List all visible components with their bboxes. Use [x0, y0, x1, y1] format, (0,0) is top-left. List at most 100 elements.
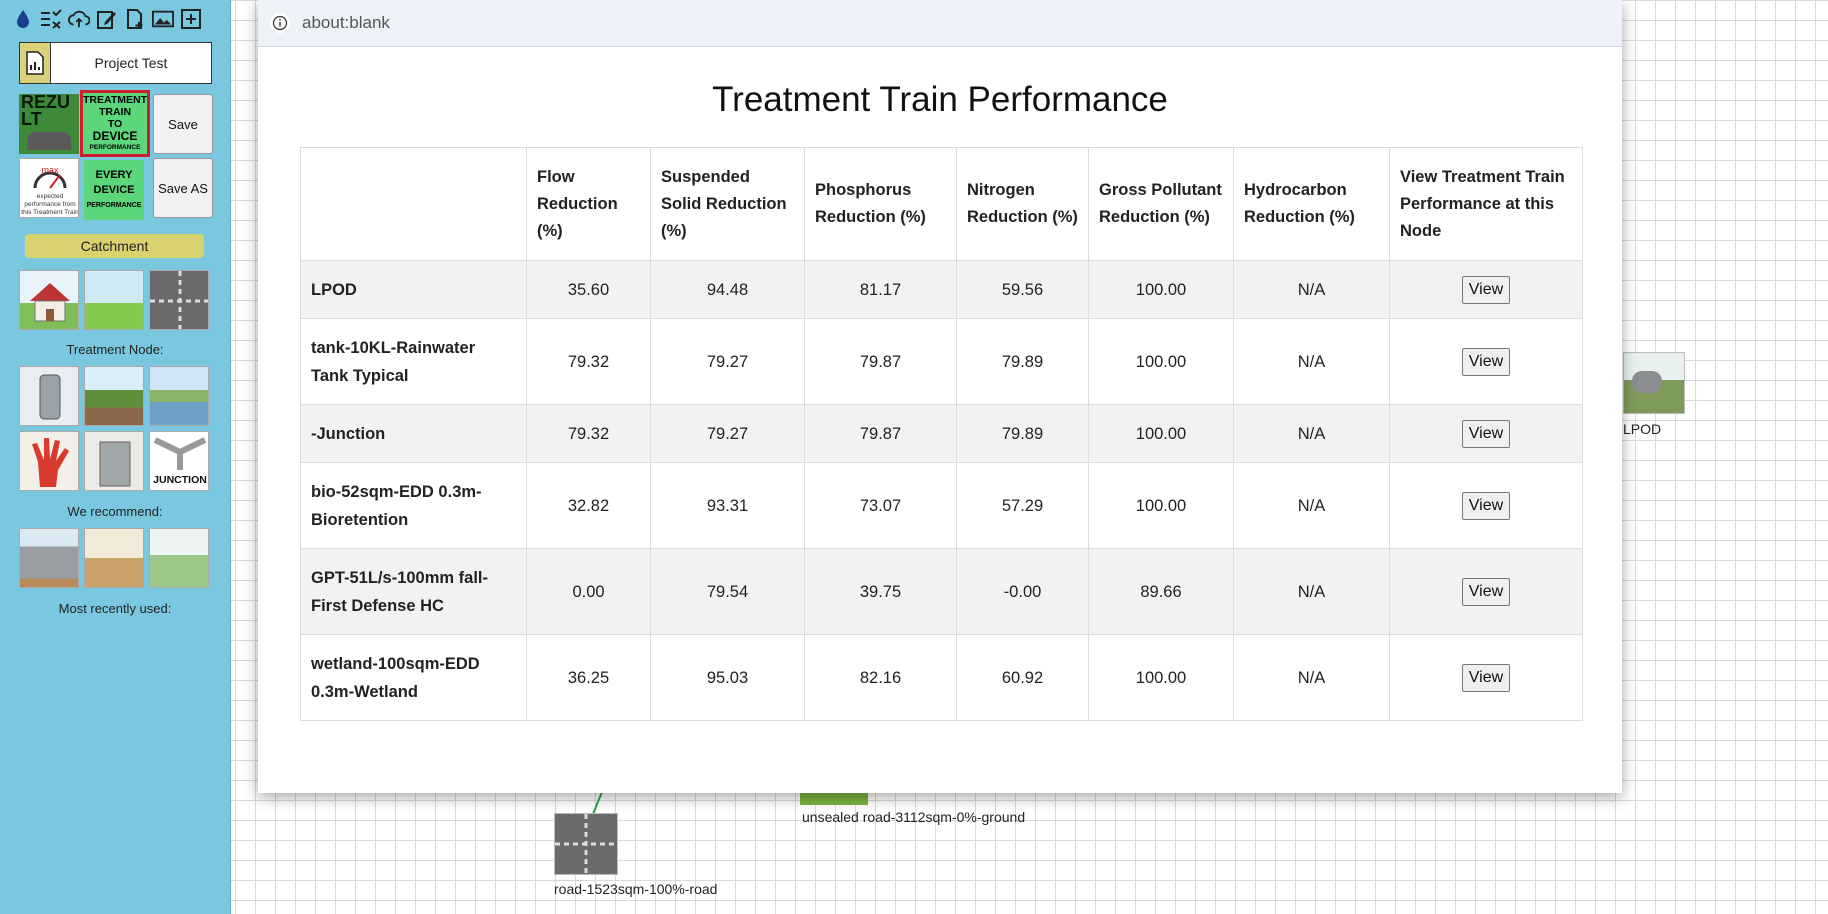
road-node-label: road-1523sqm-100%-road	[554, 881, 718, 897]
add-window-icon[interactable]	[180, 8, 202, 30]
recommended-swale-thumbnail[interactable]	[149, 528, 209, 588]
ss-reduction-cell: 93.31	[650, 462, 805, 549]
tile-line: DEVICE	[92, 128, 138, 143]
view-button[interactable]: View	[1461, 664, 1511, 692]
lpod-node-label: LPOD	[1623, 421, 1662, 437]
phos-reduction-cell: 73.07	[804, 462, 957, 549]
cloud-upload-icon[interactable]	[68, 8, 90, 30]
tile-line: PERFORMANCE	[89, 143, 141, 151]
every-device-performance-button[interactable]: EVERY DEVICE PERFORMANCE	[84, 160, 144, 220]
address-bar[interactable]: about:blank	[258, 0, 1622, 47]
road-thumbnail[interactable]	[149, 270, 209, 330]
junction-thumbnail[interactable]: JUNCTION	[149, 431, 209, 491]
recommended-filter-thumbnail[interactable]	[84, 528, 144, 588]
ss-reduction-cell: 79.27	[650, 318, 805, 405]
toolbar	[12, 8, 202, 30]
gross-reduction-cell: 100.00	[1088, 260, 1234, 319]
road-node[interactable]	[554, 813, 618, 875]
save-as-button[interactable]: Save AS	[153, 158, 213, 218]
catchment-button[interactable]: Catchment	[25, 234, 204, 258]
expected-performance-button[interactable]: max expected performance from this Treat…	[19, 158, 79, 218]
treatment-node-heading: Treatment Node:	[66, 342, 164, 357]
nit-reduction-cell: 60.92	[956, 634, 1089, 721]
bioretention-thumbnail[interactable]	[84, 366, 144, 426]
view-cell: View	[1389, 462, 1583, 549]
ss-reduction-cell: 95.03	[650, 634, 805, 721]
table-row: -Junction 79.32 79.27 79.87 79.89 100.00 N/A Vi…	[300, 404, 1583, 463]
report-icon[interactable]	[20, 43, 51, 83]
view-button[interactable]: View	[1461, 578, 1511, 606]
hydro-reduction-cell: N/A	[1233, 404, 1390, 463]
tile-line: TREATMENT	[83, 93, 147, 106]
hydro-reduction-cell: N/A	[1233, 462, 1390, 549]
performance-table: Flow Reduction (%) Suspended Solid Reduc…	[300, 147, 1583, 721]
drop-icon[interactable]	[12, 8, 34, 30]
node-name-cell: tank-10KL-Rainwater Tank Typical	[300, 318, 527, 405]
treatment-train-to-device-button[interactable]: TREATMENT TRAIN TO DEVICE PERFORMANCE	[80, 90, 150, 157]
wetland-thumbnail[interactable]	[149, 366, 209, 426]
save-label: Save	[168, 116, 198, 132]
phos-reduction-cell: 39.75	[804, 548, 957, 635]
grass-thumbnail[interactable]	[84, 270, 144, 330]
view-button[interactable]: View	[1461, 492, 1511, 520]
table-row: bio-52sqm-EDD 0.3m-Bioretention 32.82 93.3…	[300, 462, 1583, 549]
table-row: tank-10KL-Rainwater Tank Typical 79.32 79.…	[300, 318, 1583, 405]
nit-reduction-cell: 79.89	[956, 318, 1089, 405]
recommended-tank-thumbnail[interactable]	[19, 528, 79, 588]
phos-reduction-cell: 79.87	[804, 318, 957, 405]
lpod-node[interactable]	[1623, 352, 1685, 414]
gross-reduction-cell: 100.00	[1088, 404, 1234, 463]
tile-line: TRAIN	[98, 105, 132, 118]
view-cell: View	[1389, 404, 1583, 463]
gross-reduction-cell: 100.00	[1088, 462, 1234, 549]
junction-label: JUNCTION	[153, 474, 207, 486]
new-file-icon[interactable]	[124, 8, 146, 30]
unsealed-road-label: unsealed road-3112sqm-0%-ground	[802, 809, 1026, 825]
gross-reduction-cell: 100.00	[1088, 634, 1234, 721]
project-name[interactable]: Project Test	[94, 55, 168, 71]
column-header: Flow Reduction (%)	[526, 147, 651, 261]
table-header-row: Flow Reduction (%) Suspended Solid Reduc…	[300, 147, 1583, 261]
nit-reduction-cell: 59.56	[956, 260, 1089, 319]
page-title: Treatment Train Performance	[712, 80, 1168, 119]
connector-line	[592, 791, 603, 815]
node-name-cell: GPT-51L/s-100mm fall-First Defense HC	[300, 548, 527, 635]
table-row: GPT-51L/s-100mm fall-First Defense HC 0.0…	[300, 548, 1583, 635]
gpt-device-thumbnail[interactable]	[19, 366, 79, 426]
flow-reduction-cell: 79.32	[526, 404, 651, 463]
hand-thumbnail[interactable]	[19, 431, 79, 491]
view-button[interactable]: View	[1461, 420, 1511, 448]
nit-reduction-cell: 57.29	[956, 462, 1089, 549]
image-icon[interactable]	[152, 8, 174, 30]
save-button[interactable]: Save	[153, 94, 213, 154]
flow-reduction-cell: 35.60	[526, 260, 651, 319]
view-button[interactable]: View	[1461, 348, 1511, 376]
hydro-reduction-cell: N/A	[1233, 318, 1390, 405]
performance-popup: about:blank Treatment Train Performance …	[258, 0, 1622, 793]
column-header: View Treatment Train Performance at this…	[1389, 147, 1583, 261]
node-name-cell: bio-52sqm-EDD 0.3m-Bioretention	[300, 462, 527, 549]
column-header: Hydrocarbon Reduction (%)	[1233, 147, 1390, 261]
list-check-icon[interactable]	[40, 8, 62, 30]
rezult-button[interactable]: REZULT	[19, 94, 79, 154]
flow-reduction-cell: 0.00	[526, 548, 651, 635]
gross-reduction-cell: 89.66	[1088, 548, 1234, 635]
view-button[interactable]: View	[1461, 276, 1511, 304]
project-selector[interactable]: Project Test	[19, 42, 212, 84]
tile-line: PERFORMANCE	[86, 201, 142, 209]
tank-thumbnail[interactable]	[84, 431, 144, 491]
view-cell: View	[1389, 318, 1583, 405]
house-thumbnail[interactable]	[19, 270, 79, 330]
column-header	[300, 147, 527, 261]
hydro-reduction-cell: N/A	[1233, 634, 1390, 721]
recent-heading: Most recently used:	[58, 601, 172, 616]
edit-icon[interactable]	[96, 8, 118, 30]
tile-line: EVERY	[95, 168, 133, 181]
view-cell: View	[1389, 548, 1583, 635]
ss-reduction-cell: 79.27	[650, 404, 805, 463]
node-name-cell: wetland-100sqm-EDD 0.3m-Wetland	[300, 634, 527, 721]
tile-line: TO	[107, 117, 123, 130]
info-icon[interactable]	[270, 13, 290, 33]
url-text[interactable]: about:blank	[302, 13, 390, 32]
tile-line: DEVICE	[93, 183, 135, 196]
